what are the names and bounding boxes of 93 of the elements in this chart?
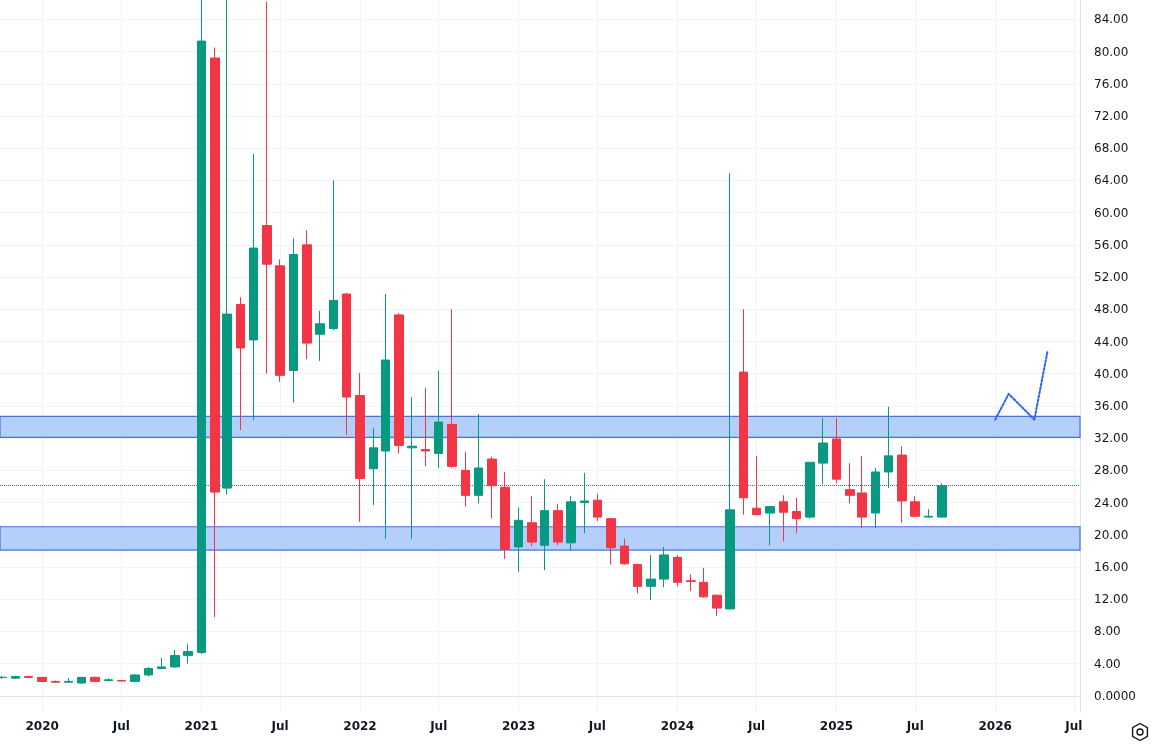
candlestick <box>262 1 272 375</box>
candlestick <box>130 673 140 683</box>
y-tick-label: 56.00 <box>1094 237 1129 252</box>
candlestick <box>302 229 312 360</box>
candlestick <box>686 573 696 592</box>
candlestick <box>910 495 920 518</box>
candlestick <box>329 179 338 331</box>
candlestick <box>514 506 523 573</box>
candlestick <box>924 508 933 519</box>
candlestick <box>355 372 365 523</box>
y-tick-label: 64.00 <box>1094 173 1129 188</box>
candlestick <box>90 676 100 682</box>
candlestick <box>289 237 298 404</box>
x-tick-label: 2024 <box>660 719 695 733</box>
y-tick-label: 80.00 <box>1094 44 1129 59</box>
candlestick <box>752 455 761 516</box>
candlestick <box>792 497 801 534</box>
x-tick-label: Jul <box>111 719 130 733</box>
candlestick <box>779 494 788 542</box>
candlestick <box>646 554 656 601</box>
x-tick-label: 2022 <box>343 719 377 733</box>
candlestick <box>51 680 60 684</box>
candlestick <box>566 495 576 551</box>
x-tick-label: Jul <box>746 719 766 733</box>
candlestick <box>633 563 642 595</box>
candlestick <box>77 676 86 685</box>
candlestick <box>24 675 33 679</box>
x-tick-label: Jul <box>905 719 924 733</box>
x-tick-label: Jul <box>270 719 289 733</box>
y-tick-label: 84.00 <box>1094 12 1129 27</box>
candlestick <box>421 387 430 467</box>
candlestick <box>620 538 629 566</box>
x-tick-label: 2023 <box>501 719 536 733</box>
candlestick <box>170 649 180 669</box>
y-tick-label: 20.00 <box>1094 527 1129 542</box>
candlestick <box>897 445 907 524</box>
candlestick <box>342 292 351 436</box>
candlestick <box>37 676 47 683</box>
candlestick <box>11 675 20 680</box>
candlestick <box>64 677 73 684</box>
candlestick <box>157 657 166 670</box>
candlestick <box>315 310 325 362</box>
candlestick <box>712 593 722 617</box>
y-tick-label: 4.00 <box>1094 656 1121 671</box>
y-tick-label: 72.00 <box>1094 108 1129 123</box>
candlestick <box>845 462 855 504</box>
y-tick-label: 12.00 <box>1094 592 1129 607</box>
y-tick-label: 28.00 <box>1094 463 1129 478</box>
candlestick <box>832 417 841 484</box>
candlestick <box>659 546 669 588</box>
x-tick-label: 2026 <box>978 719 1012 733</box>
y-tick-label: 8.00 <box>1094 624 1121 639</box>
candlestick <box>236 296 245 431</box>
candlestick <box>210 47 220 618</box>
y-tick-label: 60.00 <box>1094 205 1129 220</box>
y-tick-label: 32.00 <box>1094 431 1129 446</box>
candlestick <box>117 679 126 682</box>
candlestick <box>104 677 113 682</box>
candlestick <box>434 370 443 469</box>
candlestick <box>739 308 748 516</box>
candlestick <box>593 493 602 522</box>
candlestick <box>500 471 510 560</box>
candlestick <box>699 567 708 599</box>
candlestick <box>394 312 404 454</box>
candlestick <box>144 666 153 678</box>
candlestick <box>249 153 258 421</box>
y-tick-label: 44.00 <box>1094 334 1129 349</box>
candlestick <box>447 308 457 469</box>
x-tick-label: 2021 <box>184 719 219 733</box>
candlestick <box>183 643 193 665</box>
x-tick-label: Jul <box>429 719 448 733</box>
x-tick-label: Jul <box>587 719 606 733</box>
y-tick-label: 0.0000 <box>1094 688 1136 703</box>
candlestick <box>857 455 867 529</box>
candlestick <box>461 451 470 508</box>
candlestick <box>673 554 682 587</box>
y-tick-label: 36.00 <box>1094 398 1129 413</box>
y-tick-label: 16.00 <box>1094 560 1129 575</box>
candlestick <box>606 517 616 566</box>
candlestick <box>275 258 285 383</box>
y-tick-label: 48.00 <box>1094 302 1129 317</box>
x-tick-label: Jul <box>1064 719 1083 733</box>
x-tick-label: 2020 <box>25 719 59 733</box>
y-tick-label: 40.00 <box>1094 366 1129 381</box>
candlestick <box>553 503 563 546</box>
x-tick-label: 2025 <box>819 719 854 733</box>
y-tick-label: 52.00 <box>1094 270 1129 285</box>
candlestick <box>765 506 775 546</box>
y-tick-label: 24.00 <box>1094 495 1129 510</box>
y-tick-label: 76.00 <box>1094 76 1129 91</box>
candlestick <box>487 456 497 520</box>
candlestick <box>527 495 537 547</box>
y-tick-label: 68.00 <box>1094 141 1129 156</box>
